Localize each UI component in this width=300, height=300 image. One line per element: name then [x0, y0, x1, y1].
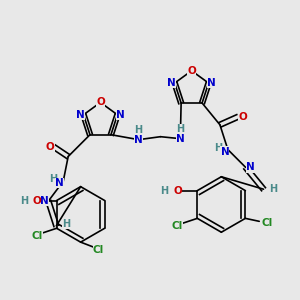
Text: H: H	[62, 219, 70, 229]
Text: N: N	[55, 178, 64, 188]
Text: O: O	[238, 112, 247, 122]
Text: H: H	[160, 186, 169, 196]
Text: N: N	[176, 134, 185, 144]
Text: O: O	[173, 186, 182, 196]
Text: N: N	[40, 196, 49, 206]
Text: Cl: Cl	[93, 245, 104, 255]
Text: N: N	[207, 78, 216, 88]
Text: N: N	[167, 78, 176, 88]
Text: O: O	[187, 66, 196, 76]
Text: H: H	[20, 196, 28, 206]
Text: N: N	[134, 135, 143, 145]
Text: N: N	[116, 110, 125, 120]
Text: O: O	[96, 98, 105, 107]
Text: H: H	[49, 174, 57, 184]
Text: H: H	[214, 142, 222, 153]
Text: Cl: Cl	[31, 231, 42, 241]
Text: O: O	[32, 196, 41, 206]
Text: H: H	[176, 124, 184, 134]
Text: Cl: Cl	[172, 221, 183, 231]
Text: N: N	[76, 110, 85, 120]
Text: H: H	[269, 184, 278, 194]
Text: N: N	[220, 146, 229, 157]
Text: N: N	[246, 162, 255, 172]
Text: Cl: Cl	[262, 218, 273, 228]
Text: O: O	[46, 142, 55, 152]
Text: H: H	[135, 125, 143, 135]
